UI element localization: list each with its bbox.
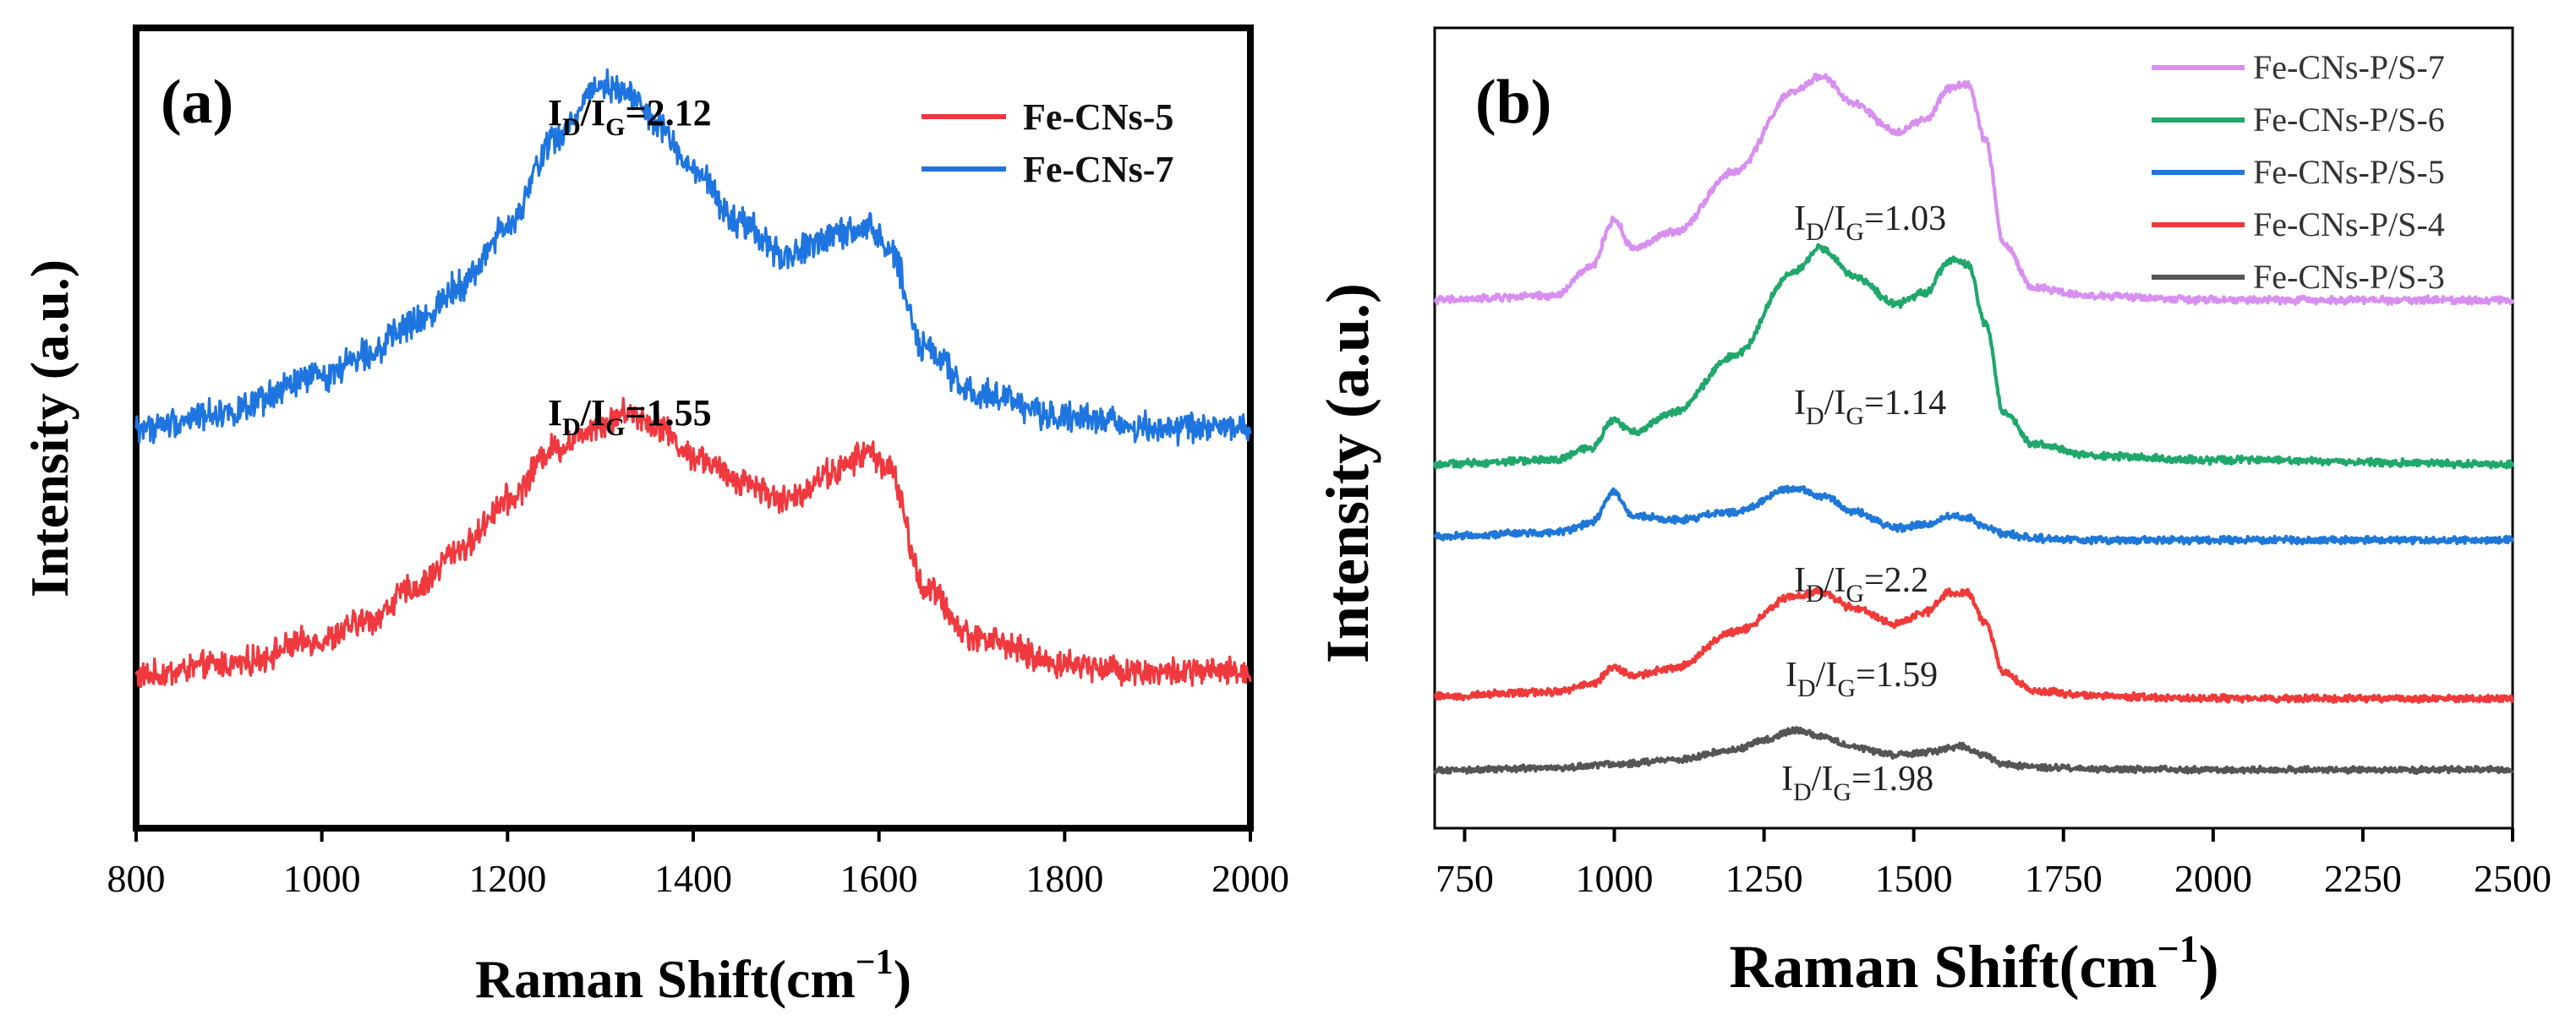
series-line-fe-cns-5 <box>134 396 1252 689</box>
x-tick-label-b-1500: 1500 <box>1875 857 1953 900</box>
series-line-fe-cns-p-s-6 <box>1432 243 2515 470</box>
x-tick-label-b-1250: 1250 <box>1726 857 1803 900</box>
x-axis-title-a: Raman Shift(cm−1) <box>475 943 911 1009</box>
legend-label-fe-cns-7: Fe-CNs-7 <box>1023 149 1173 190</box>
x-tick-label-a-2000: 2000 <box>1211 857 1289 900</box>
x-tick-label-a-1000: 1000 <box>283 857 361 900</box>
x-ticks-a: 800 1000 1200 1400 1600 1800 2000 <box>107 828 1289 900</box>
x-tick-label-b-2500: 2500 <box>2474 857 2551 900</box>
annotation-id-ig-ps-7: ID/IG=1.03 <box>1794 199 1946 246</box>
x-ticks-b: 750 1000 1250 1500 1750 2000 2250 2500 <box>1436 828 2551 900</box>
annotation-id-ig-ps-5: ID/IG=2.2 <box>1794 561 1928 608</box>
panel-label-b: (b) <box>1475 68 1551 137</box>
series-line-fe-cns-p-s-5 <box>1433 484 2515 546</box>
x-tick-label-a-1200: 1200 <box>468 857 546 900</box>
series-line-fe-cns-7 <box>134 68 1252 447</box>
x-tick-label-b-750: 750 <box>1436 857 1494 900</box>
series-line-fe-cns-p-s-3 <box>1432 725 2514 776</box>
series-group-b <box>1432 72 2515 776</box>
y-axis-title-b: Intensity (a.u.) <box>1314 283 1381 663</box>
legend-a: Fe-CNs-5 Fe-CNs-7 <box>922 96 1173 190</box>
legend-label-fe-cns-ps-7: Fe-CNs-P/S-7 <box>2253 48 2445 86</box>
annotation-id-ig-ps-6: ID/IG=1.14 <box>1794 384 1946 430</box>
legend-b: Fe-CNs-P/S-7 Fe-CNs-P/S-6 Fe-CNs-P/S-5 F… <box>2152 48 2445 296</box>
legend-label-fe-cns-ps-5: Fe-CNs-P/S-5 <box>2253 153 2445 191</box>
legend-label-fe-cns-ps-6: Fe-CNs-P/S-6 <box>2253 101 2445 139</box>
legend-label-fe-cns-ps-4: Fe-CNs-P/S-4 <box>2253 205 2445 243</box>
x-tick-label-a-1400: 1400 <box>654 857 732 900</box>
series-group-a <box>134 68 1252 689</box>
chart-panel-b: 750 1000 1250 1500 1750 2000 2250 2500 (b) Fe-C… <box>1314 26 2551 1001</box>
x-tick-label-a-1600: 1600 <box>840 857 918 900</box>
panel-label-a: (a) <box>161 68 233 137</box>
y-axis-title-a: Intensity (a.u.) <box>19 259 79 597</box>
annotation-id-ig-fe-cns-5: ID/IG=1.55 <box>548 392 712 441</box>
series-line-fe-cns-p-s-4 <box>1433 586 2514 705</box>
annotation-id-ig-fe-cns-7: ID/IG=2.12 <box>548 92 712 141</box>
chart-panel-a: 800 1000 1200 1400 1600 1800 2000 (a) Fe-CNs-5… <box>19 25 1289 1009</box>
x-tick-label-b-1750: 1750 <box>2025 857 2103 900</box>
annotation-id-ig-ps-3: ID/IG=1.98 <box>1781 760 1933 806</box>
series-line-fe-cns-p-s-7 <box>1433 72 2515 306</box>
legend-label-fe-cns-ps-3: Fe-CNs-P/S-3 <box>2253 258 2445 296</box>
x-tick-label-b-2250: 2250 <box>2324 857 2402 900</box>
annotation-id-ig-ps-4: ID/IG=1.59 <box>1786 656 1938 702</box>
plot-frame-b <box>1433 26 2514 830</box>
x-tick-label-b-2000: 2000 <box>2174 857 2252 900</box>
x-tick-label-a-1800: 1800 <box>1025 857 1103 900</box>
legend-label-fe-cns-5: Fe-CNs-5 <box>1023 96 1173 138</box>
x-tick-label-a-800: 800 <box>107 857 166 900</box>
x-axis-title-b: Raman Shift(cm−1) <box>1729 927 2218 1001</box>
x-tick-label-b-1000: 1000 <box>1576 857 1654 900</box>
